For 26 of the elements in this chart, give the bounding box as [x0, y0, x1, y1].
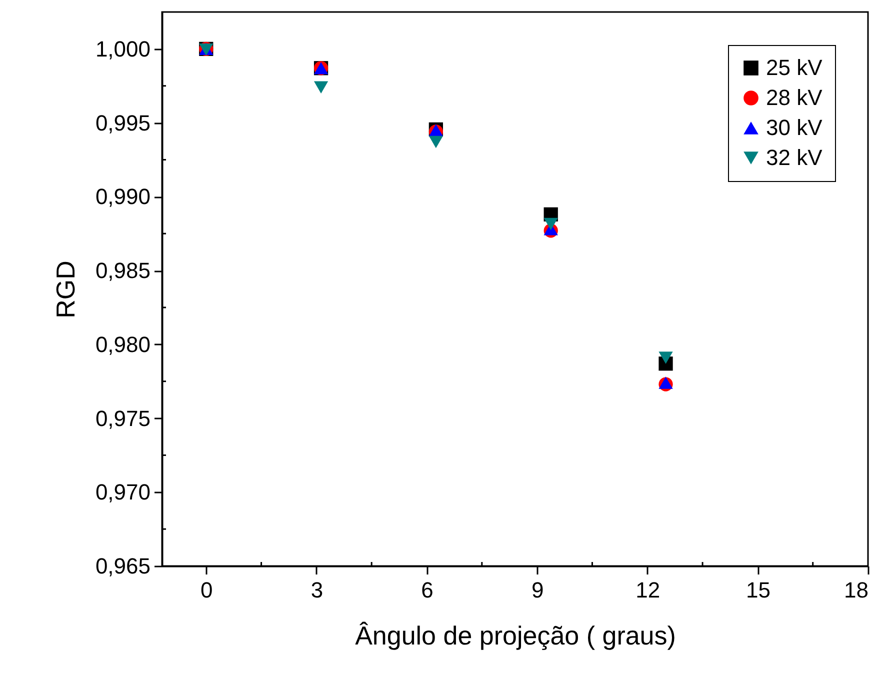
legend-label: 30 kV — [766, 115, 823, 140]
x-tick-label: 18 — [844, 578, 868, 602]
y-tick-label: 1,000 — [95, 36, 150, 62]
x-tick-label: 6 — [421, 578, 434, 602]
y-axis-title: RGD — [50, 260, 80, 318]
y-tick-label: 0,975 — [95, 406, 150, 431]
x-tick-label: 0 — [200, 578, 213, 602]
x-tick-label: 3 — [310, 578, 324, 602]
legend-label: 32 kV — [766, 145, 823, 170]
point — [658, 376, 673, 389]
y-tick-label: 0,965 — [95, 554, 150, 578]
x-tick-label: 15 — [746, 578, 770, 602]
y-tick-label: 0,970 — [95, 480, 150, 505]
x-tick-label: 12 — [636, 578, 660, 602]
y-tick-label: 0,990 — [95, 184, 150, 210]
point — [658, 352, 673, 364]
point — [428, 136, 444, 148]
point — [314, 81, 328, 94]
y-tick-label: 0,995 — [95, 110, 150, 136]
legend-label: 25 kV — [766, 55, 823, 80]
x-tick-label: 9 — [531, 578, 544, 602]
x-axis-title: Ângulo de projeção ( graus) — [355, 620, 676, 650]
y-tick-label: 0,985 — [95, 258, 150, 284]
point — [544, 218, 558, 230]
legend-label: 28 kV — [766, 85, 823, 110]
y-tick-label: 0,980 — [95, 332, 150, 357]
